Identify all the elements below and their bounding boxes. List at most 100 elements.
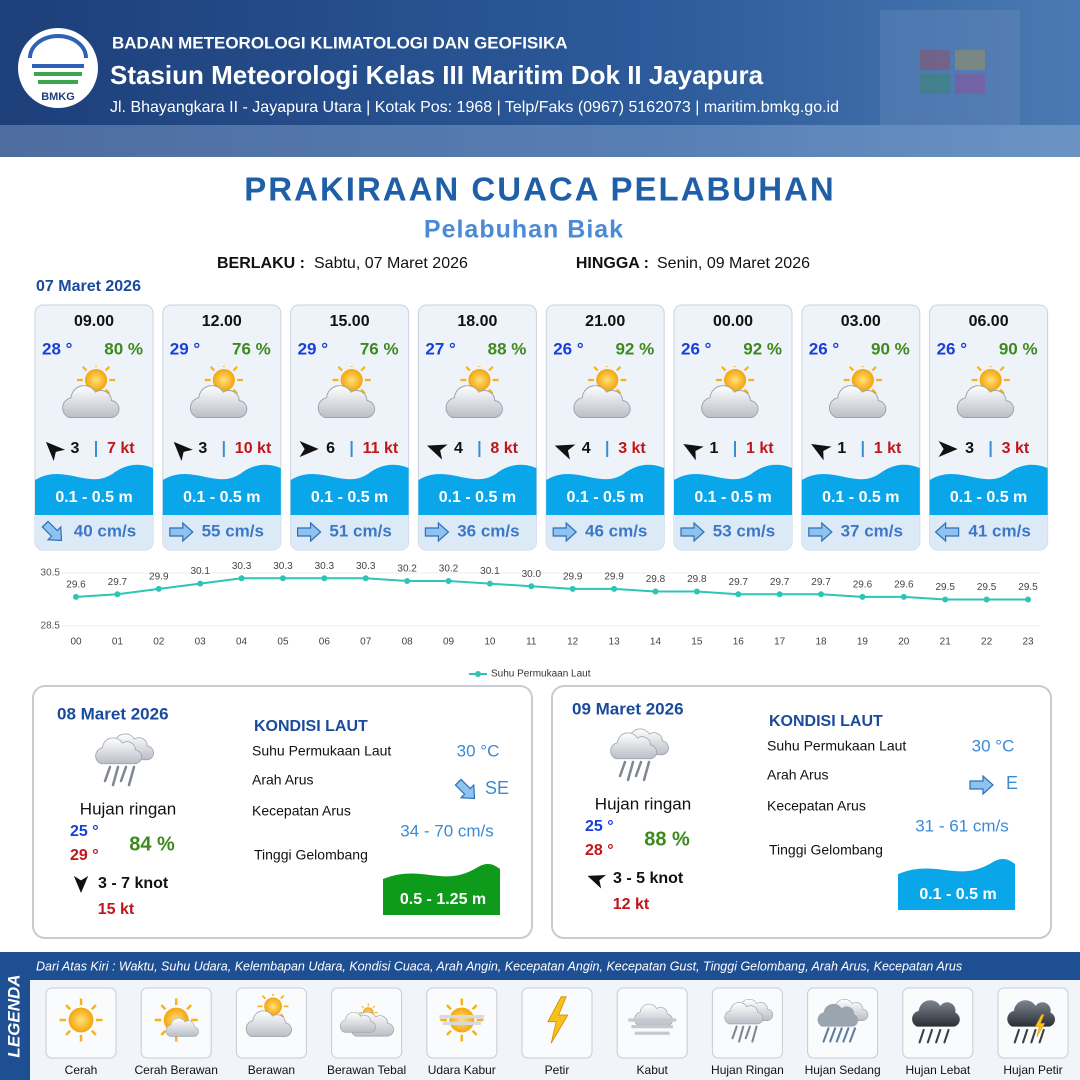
value-label: 29.9 [604,572,624,583]
legend-description: Dari Atas Kiri : Waktu, Suhu Udara, Kele… [36,959,962,973]
day-temp-max: 28 ° [585,842,614,859]
x-tick-label: 02 [153,637,165,648]
sst-point [321,575,328,582]
x-tick-label: 17 [774,637,786,648]
gust-speed: 3 kt [618,440,646,457]
x-tick-label: 13 [609,637,621,648]
x-tick-label: 19 [857,637,869,648]
current-speed: 40 cm/s [74,521,136,540]
sst-point [73,593,79,600]
time: 00.00 [713,313,753,330]
current-band [929,515,1048,550]
legend-item-label: Hujan Petir [1003,1063,1062,1077]
wave-height: 0.1 - 0.5 m [694,489,771,506]
address: Jl. Bhayangkara II - Jayapura Utara | Ko… [110,99,839,116]
value-label: 29.9 [149,572,169,583]
sst-point [818,591,825,598]
current-arrow [424,521,450,543]
day-temp-min: 25 ° [585,818,614,835]
x-tick-label: 08 [402,637,414,648]
value-label: 30.1 [480,566,500,577]
day-wind: 3 - 7 knot [98,875,169,892]
current-band [546,515,665,550]
wave-band [290,464,409,515]
air-temp: 29 ° [298,339,329,358]
current-arrow [808,521,833,543]
legend-item-label: Hujan Ringan [711,1063,784,1077]
value-label: 30.3 [273,561,293,572]
wind-arrow [938,441,958,457]
x-tick-label: 14 [650,637,662,648]
value-label: 30.3 [315,561,335,572]
x-tick-label: 07 [360,637,372,648]
sst-label: Suhu Permukaan Laut [767,738,906,754]
legend-item-label: Hujan Lebat [905,1063,970,1077]
sst-point [114,591,121,598]
current-band [162,515,281,550]
sst-point [735,591,742,598]
day-date: 09 Maret 2026 [572,699,684,718]
header-decoration [0,10,1080,157]
day-date: 08 Maret 2026 [57,704,169,723]
valid-to-label: HINGGA : [576,255,649,272]
sst-point [445,577,452,584]
sst-line [75,577,1028,601]
sst-value: 30 °C [972,736,1015,755]
air-temp: 26 ° [681,339,712,358]
humidity: 92 % [743,339,782,358]
sea-title: KONDISI LAUT [769,713,883,730]
humidity: 80 % [104,339,143,358]
current-speed: 53 cm/s [713,521,775,540]
current-arrow [552,521,578,543]
value-label: 29.5 [977,582,997,593]
current-speed: 37 cm/s [841,521,903,540]
x-tick-label: 15 [691,637,703,648]
humidity: 92 % [615,339,654,358]
day-temp-min: 25 ° [70,823,99,840]
sst-point [155,585,162,592]
x-tick-label: 16 [733,637,745,648]
legend-swatch-dot [475,671,481,677]
sst-point [569,585,576,592]
humidity: 90 % [871,339,910,358]
legend-label: Suhu Permukaan Laut [491,669,591,680]
wave-band [546,464,665,515]
wind-arrow [173,441,193,462]
day-gust: 12 kt [613,896,650,913]
legend-item-label: Udara Kabur [428,1063,496,1077]
sst-value: 30 °C [457,741,500,760]
wind-arrow [427,444,448,460]
current-arrow [41,520,63,542]
value-label: 29.5 [935,582,955,593]
value-label: 29.6 [66,579,86,590]
current-band [35,515,153,550]
sea-title: KONDISI LAUT [254,718,368,735]
wind-arrow [299,441,319,457]
y-tick-label: 30.5 [41,568,61,579]
gust-speed: 7 kt [107,440,135,457]
current-dir: E [1006,773,1018,793]
humidity: 90 % [999,339,1038,358]
wind-arrow [554,444,576,460]
gust-speed: 8 kt [490,440,518,457]
legend-item-label: Berawan [248,1063,295,1077]
sst-point [693,588,700,595]
day-current-speed: 31 - 61 cm/s [915,816,1009,835]
value-label: 29.5 [1018,582,1038,593]
sst-point [776,591,783,598]
sst-point [197,580,204,587]
sst-point [942,596,949,603]
day-condition: Hujan ringan [595,794,691,813]
sst-point [652,588,659,595]
current-arrow [969,774,994,796]
day-humidity: 88 % [644,828,690,850]
x-tick-label: 11 [526,637,537,648]
day-gust: 15 kt [98,901,135,918]
gust-speed: 11 kt [363,440,399,457]
logo-mark [28,34,88,84]
value-label: 29.7 [811,577,831,588]
legend-title: LEGENDA [4,974,23,1057]
legend-item-label: Cerah Berawan [135,1063,218,1077]
day-wave: 0.1 - 0.5 m [919,886,996,903]
legend-item-label: Petir [545,1063,570,1077]
